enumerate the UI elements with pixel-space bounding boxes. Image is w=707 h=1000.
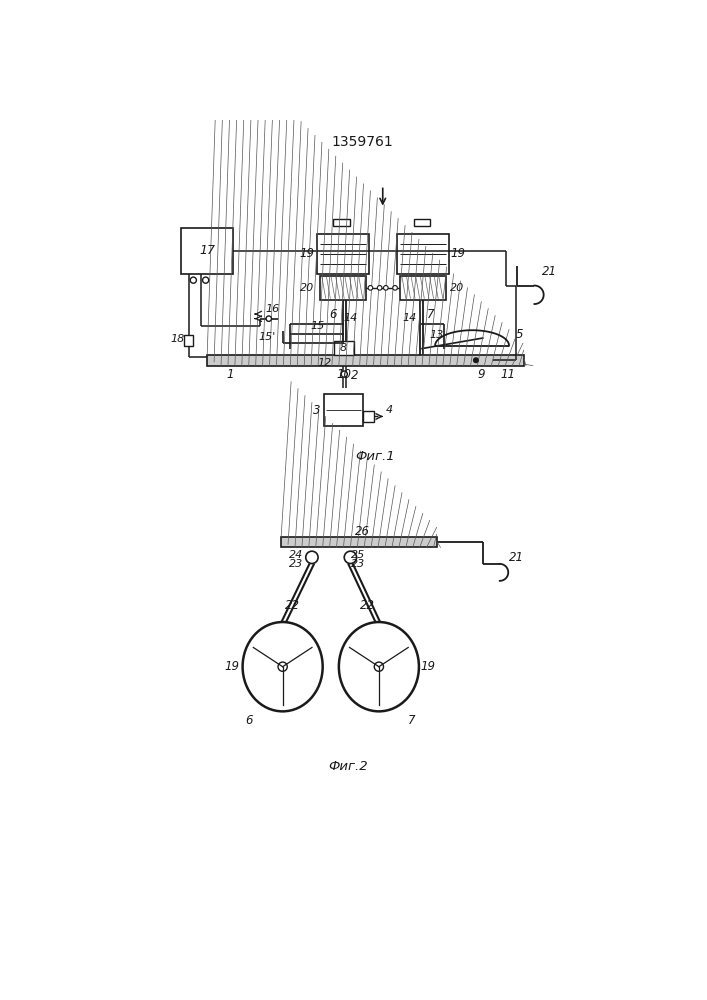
Text: 13: 13 <box>430 330 444 340</box>
Text: 18: 18 <box>171 334 185 344</box>
Text: 26: 26 <box>355 525 370 538</box>
Bar <box>184 335 193 346</box>
Text: 6: 6 <box>329 308 337 321</box>
Text: Фиг.1: Фиг.1 <box>355 450 395 463</box>
Circle shape <box>203 277 209 283</box>
Text: 3: 3 <box>312 404 320 417</box>
Text: 25: 25 <box>351 550 366 560</box>
Bar <box>320 276 366 300</box>
Text: 9: 9 <box>477 368 485 381</box>
Text: 14: 14 <box>344 313 358 323</box>
Circle shape <box>393 286 397 290</box>
Text: 19: 19 <box>421 660 436 673</box>
Circle shape <box>341 371 347 377</box>
Circle shape <box>368 286 373 290</box>
Text: 15': 15' <box>259 332 276 342</box>
Text: 10: 10 <box>337 368 352 381</box>
Text: 23: 23 <box>289 559 303 569</box>
Text: 7: 7 <box>407 714 415 727</box>
Circle shape <box>190 277 197 283</box>
Text: 20: 20 <box>300 283 315 293</box>
Text: 5: 5 <box>516 328 524 341</box>
Text: 6: 6 <box>245 714 252 727</box>
Text: 15: 15 <box>310 321 325 331</box>
Text: 12: 12 <box>318 358 332 368</box>
Circle shape <box>378 286 382 290</box>
Text: Фиг.2: Фиг.2 <box>328 760 368 773</box>
Circle shape <box>305 551 318 564</box>
Ellipse shape <box>339 622 419 711</box>
Bar <box>325 394 363 426</box>
Bar <box>397 234 449 274</box>
Circle shape <box>266 316 271 321</box>
Circle shape <box>383 286 388 290</box>
Bar <box>207 355 524 366</box>
Text: 11: 11 <box>501 368 515 381</box>
Bar <box>281 537 437 547</box>
Ellipse shape <box>243 622 322 711</box>
Text: 23: 23 <box>351 559 366 569</box>
Text: 20: 20 <box>450 283 464 293</box>
Text: 19: 19 <box>300 247 315 260</box>
Text: 19: 19 <box>450 247 466 260</box>
Text: 2: 2 <box>351 369 358 382</box>
Circle shape <box>374 662 383 671</box>
Text: 21: 21 <box>542 265 557 278</box>
Text: 21: 21 <box>509 551 524 564</box>
Text: 14: 14 <box>402 313 417 323</box>
Text: 22: 22 <box>285 599 300 612</box>
Text: 8: 8 <box>339 343 346 353</box>
Bar <box>414 219 431 226</box>
Text: 16: 16 <box>266 304 280 314</box>
Text: 7: 7 <box>427 308 434 321</box>
Circle shape <box>344 551 356 564</box>
Text: 24: 24 <box>289 550 303 560</box>
Circle shape <box>474 358 478 363</box>
Text: 19: 19 <box>224 660 240 673</box>
Bar <box>399 276 446 300</box>
Bar <box>363 411 373 422</box>
Bar <box>181 228 233 274</box>
Bar <box>334 219 351 226</box>
Bar <box>317 234 369 274</box>
Text: 4: 4 <box>386 405 393 415</box>
Text: 17: 17 <box>199 244 215 257</box>
Bar <box>334 341 354 355</box>
Text: 1359761: 1359761 <box>331 135 393 149</box>
Circle shape <box>278 662 287 671</box>
Text: 22: 22 <box>360 599 375 612</box>
Text: 1: 1 <box>226 368 234 381</box>
